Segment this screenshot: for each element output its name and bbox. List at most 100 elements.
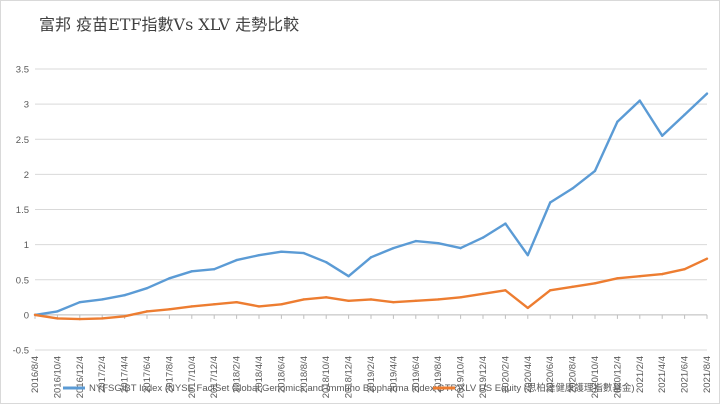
grid-layer [35,68,707,351]
x-tick-label: 2021/8/4 [702,356,713,393]
data-point [705,92,709,95]
data-point [571,285,574,288]
x-tick-label: 2019/12/4 [478,356,489,398]
data-point [190,305,193,308]
y-tick-label: 1.5 [16,205,29,216]
data-point [638,275,641,278]
data-point [459,246,462,250]
x-tick-label: 2019/10/4 [456,356,467,398]
x-tick-label: 2016/8/4 [30,356,41,393]
data-point [235,258,238,262]
chart-title: 富邦 疫苗ETF指數Vs XLV 走勢比較 [39,15,300,34]
data-point [369,298,373,301]
y-tick-label: 1 [24,240,29,251]
data-point [593,282,597,285]
data-point [145,310,149,313]
data-point [347,299,350,303]
data-point [369,256,373,259]
y-tick-label: -0.5 [13,346,29,357]
y-tick-labels: 3.5 3 2.5 2 1.5 1 0.5 0 -0.5 [13,65,29,357]
x-tick-label: 2018/4/4 [254,356,265,393]
data-point [325,296,328,299]
data-point [683,268,686,271]
data-point [504,289,507,292]
x-tick-label: 2017/2/4 [97,356,108,393]
legend-label-0: NYFSGIBT Index (NYSE FactSet Global Geno… [89,383,461,394]
x-tick-labels: 2016/8/4 2016/10/4 2016/12/4 2017/2/4 2017/4… [30,314,713,398]
data-point [235,301,238,304]
data-point [101,298,104,301]
y-tick-label: 2 [24,170,29,181]
data-point [414,299,417,303]
data-point [549,289,552,292]
data-point [414,239,417,243]
x-tick-label: 2020/4/4 [523,356,534,393]
legend: NYFSGIBT Index (NYSE FactSet Global Geno… [63,382,635,394]
data-point [257,253,261,257]
data-point [616,277,619,280]
x-tick-label: 2018/10/4 [321,356,332,398]
x-tick-label: 2020/12/4 [612,356,623,398]
x-tick-label: 2019/8/4 [433,356,444,393]
x-tick-label: 2019/6/4 [411,356,422,393]
data-point [437,242,440,245]
data-point [56,310,59,313]
x-tick-label: 2017/12/4 [209,356,220,398]
x-tick-label: 2020/2/4 [500,356,511,393]
data-point [190,270,193,273]
x-tick-label: 2020/8/4 [568,356,579,393]
x-tick-label: 2016/10/4 [52,356,63,398]
data-point [213,268,216,271]
x-tick-label: 2017/4/4 [120,356,131,393]
y-tick-label: 0.5 [16,275,29,286]
series-line-1 [34,257,708,321]
data-point [683,113,686,116]
y-tick-label: 2.5 [16,135,29,146]
data-point [526,306,529,310]
y-tick-label: 3 [24,100,29,111]
x-tick-label: 2018/2/4 [232,356,243,393]
data-point [526,253,529,257]
x-tick-label: 2018/6/4 [276,356,287,393]
x-tick-label: 2017/8/4 [164,356,175,393]
data-point [481,292,485,295]
data-point [705,257,709,260]
x-tick-label: 2019/4/4 [388,356,399,393]
series-layer [33,92,709,321]
x-tick-label: 2019/2/4 [366,356,377,393]
data-point [78,301,82,304]
x-tick-label: 2020/10/4 [590,356,601,398]
data-point [56,317,59,320]
data-point [481,236,485,239]
x-tick-label: 2016/12/4 [75,356,86,398]
data-point [302,251,305,255]
data-point [593,169,597,173]
data-point [280,303,283,306]
x-tick-label: 2021/4/4 [657,356,668,393]
x-tick-label: 2021/6/4 [680,356,691,393]
x-tick-label: 2017/6/4 [142,356,153,393]
data-point [638,99,641,102]
data-point [571,187,574,190]
data-point [437,298,440,301]
data-point [280,250,283,253]
data-point [33,313,37,317]
data-point [168,308,171,311]
data-point [123,294,126,297]
x-tick-label: 2018/12/4 [344,356,355,398]
data-point [459,296,462,299]
y-tick-label: 0 [24,310,29,321]
x-tick-label: 2018/8/4 [299,356,310,393]
data-point [101,317,104,320]
data-point [504,222,507,225]
data-point [661,272,664,276]
data-point [661,134,664,137]
data-point [347,275,350,278]
x-tick-label: 2020/6/4 [545,356,556,393]
data-point [78,317,82,321]
data-point [168,277,171,280]
data-point [392,301,395,304]
legend-label-1: XLV US Equity (思柏達健康護理指數基金) [459,382,635,394]
